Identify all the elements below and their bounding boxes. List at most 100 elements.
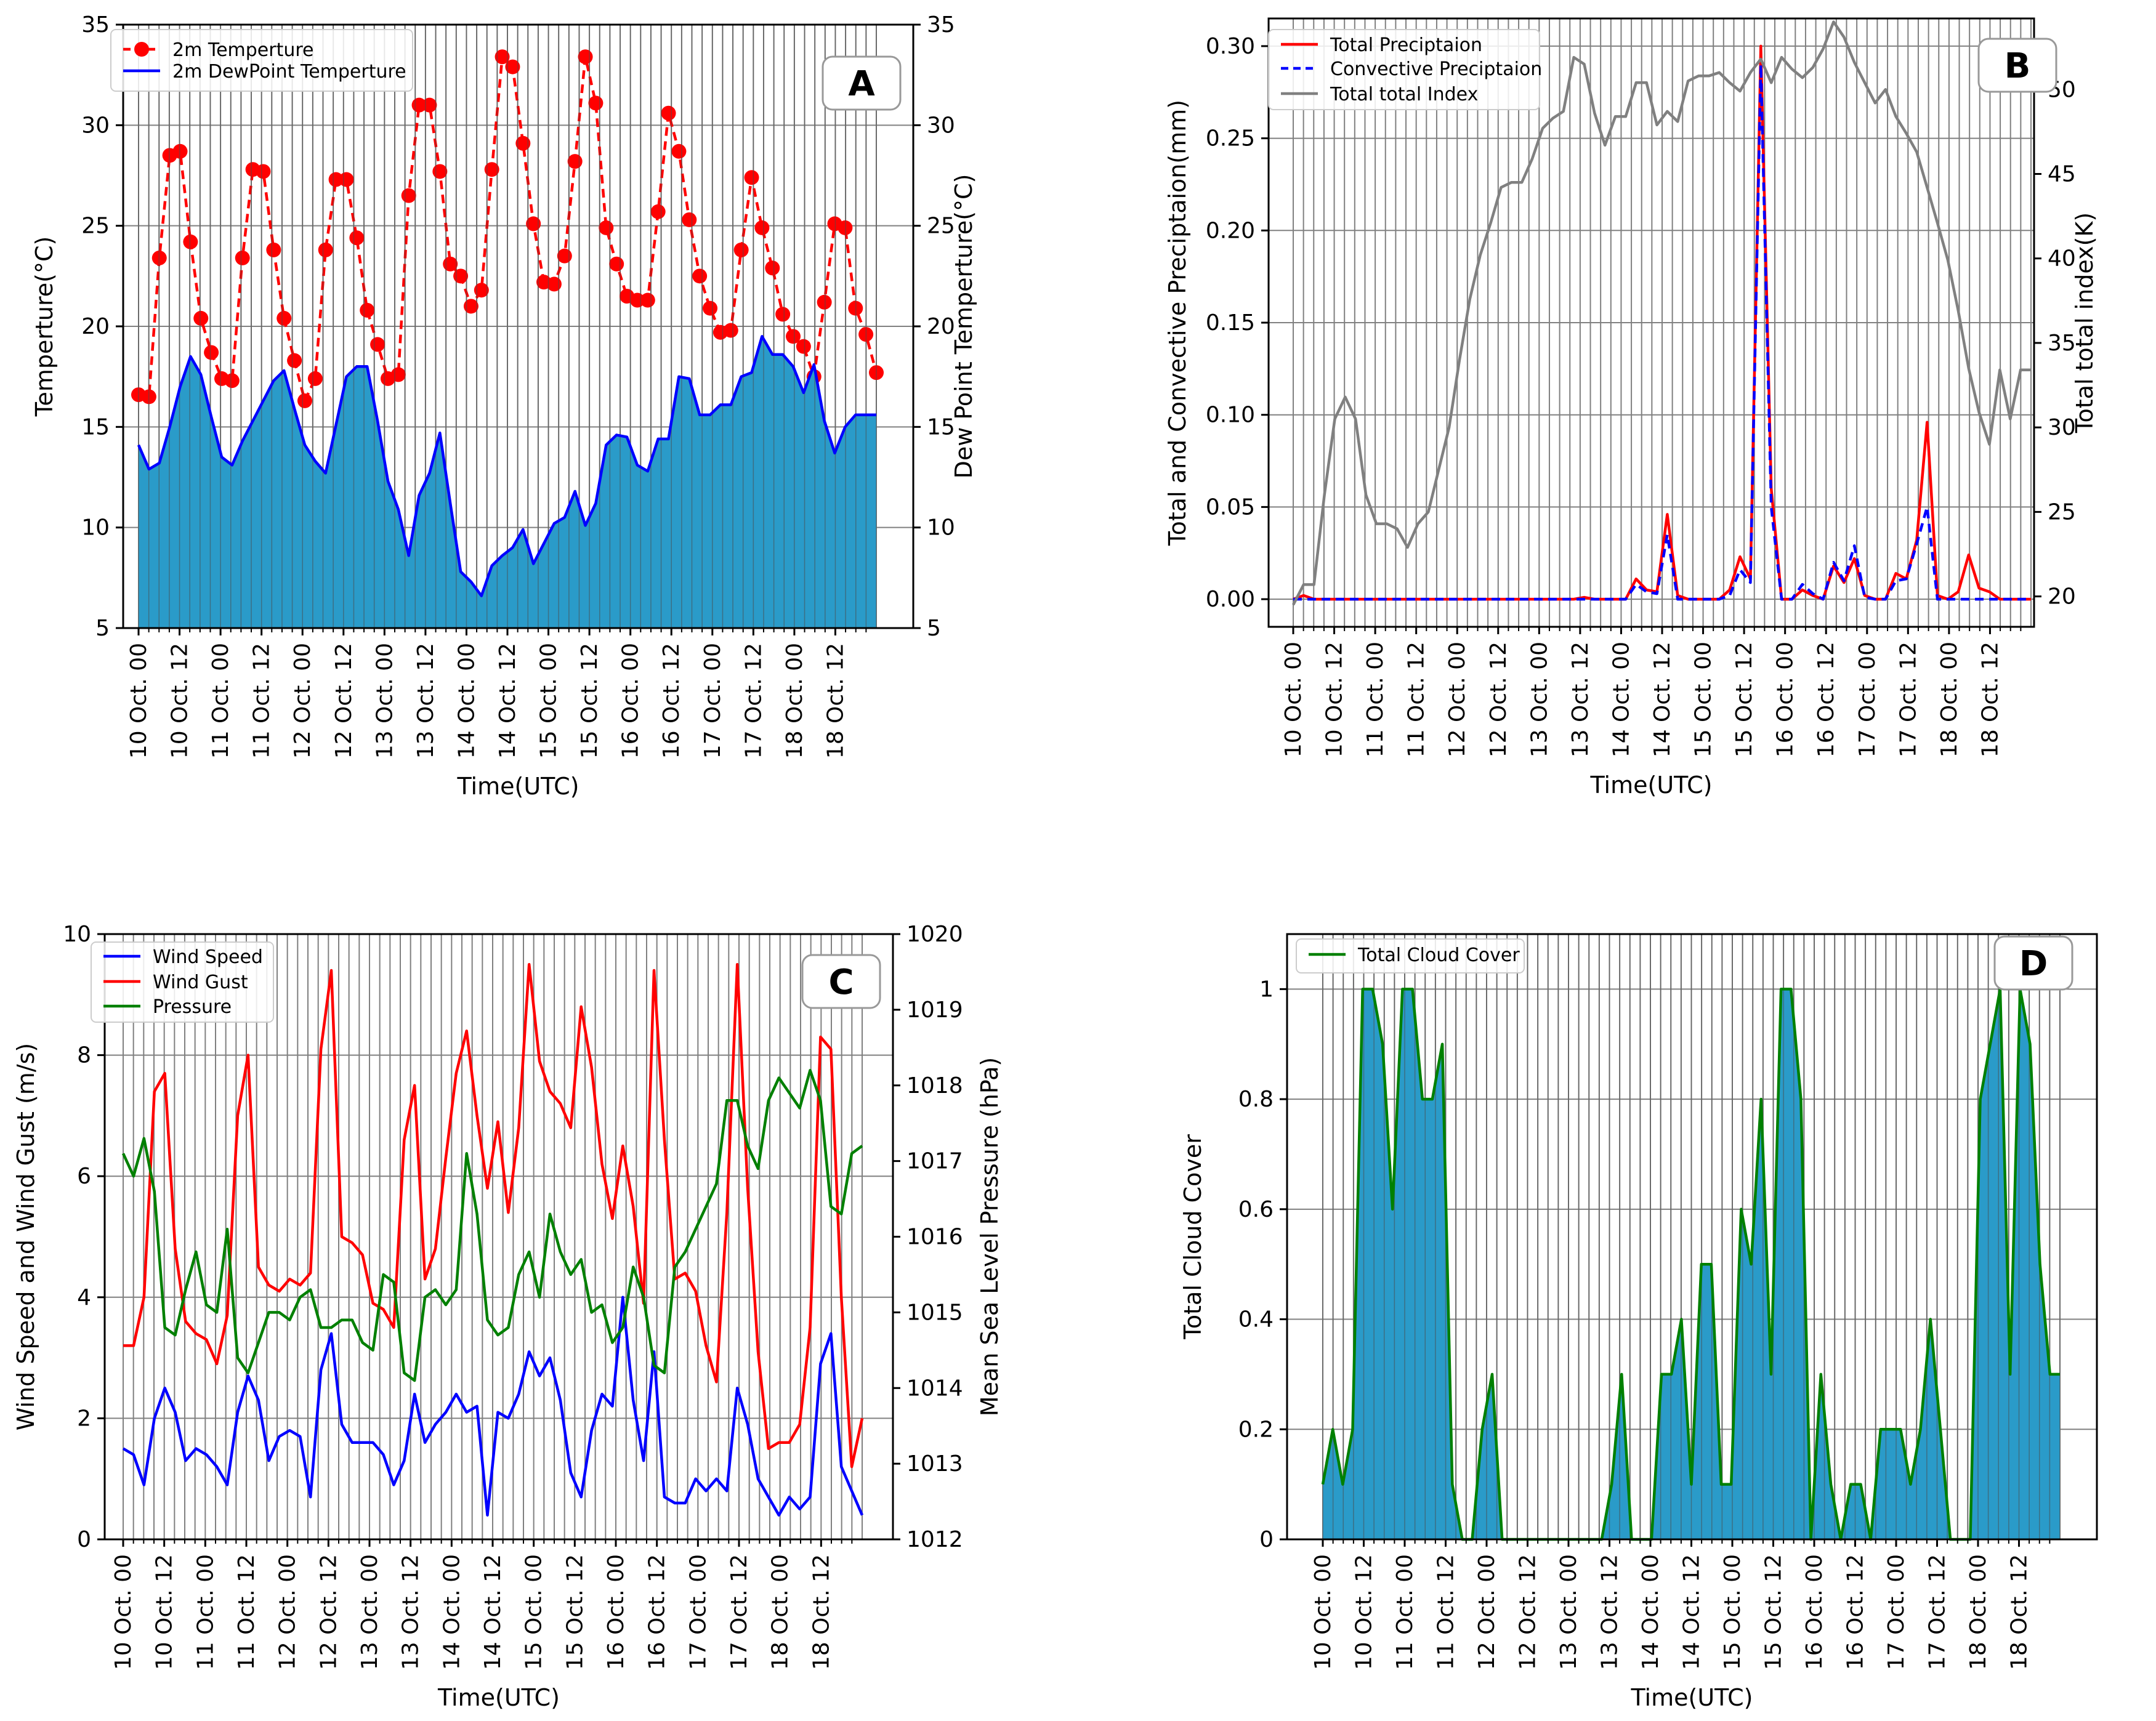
y-tick-label: 0.30 bbox=[1206, 34, 1255, 59]
data-point-marker bbox=[546, 276, 562, 292]
data-point-marker bbox=[266, 242, 281, 257]
series-line-total-total-index bbox=[1291, 20, 2031, 606]
y2-tick-label: 1020 bbox=[906, 922, 963, 947]
data-point-marker bbox=[401, 188, 416, 203]
x-tick-label: 13 Oct. 00 bbox=[1556, 1554, 1581, 1670]
y2-tick-label: 1018 bbox=[906, 1073, 963, 1098]
legend-entry: Wind Speed bbox=[153, 946, 263, 968]
badge-box bbox=[822, 55, 902, 111]
data-point-marker bbox=[567, 154, 583, 169]
legend-entry: 2m DewPoint Temperture bbox=[172, 61, 406, 83]
x-tick-label: 12 Oct. 12 bbox=[1516, 1554, 1541, 1670]
data-point-marker bbox=[495, 49, 510, 65]
y-tick-label: 4 bbox=[77, 1285, 91, 1310]
badge-label: A bbox=[848, 64, 875, 104]
y2-tick-label: 1013 bbox=[906, 1451, 963, 1477]
legend-entry: Total Cloud Cover bbox=[1357, 945, 1520, 966]
x-tick-label: 17 Oct. 12 bbox=[727, 1554, 752, 1670]
x-tick-label: 14 Oct. 00 bbox=[454, 643, 479, 759]
x-tick-label: 17 Oct. 00 bbox=[1884, 1554, 1909, 1670]
x-tick-label: 15 Oct. 12 bbox=[1761, 1554, 1787, 1670]
y-tick-label: 6 bbox=[77, 1164, 91, 1189]
y-tick-label: 35 bbox=[81, 12, 110, 38]
x-tick-label: 11 Oct. 12 bbox=[234, 1554, 259, 1670]
x-tick-label: 12 Oct. 12 bbox=[331, 643, 357, 759]
y-tick-label: 0.10 bbox=[1206, 403, 1255, 428]
data-point-marker bbox=[224, 373, 240, 389]
x-tick-label: 13 Oct. 12 bbox=[413, 643, 438, 759]
data-point-marker bbox=[277, 310, 292, 326]
panel-A: 5 10 15 20 25 30 35 5 10 15 20 25 30 35 10 Oct. 00 10 O… bbox=[31, 12, 977, 800]
data-point-marker bbox=[661, 105, 676, 121]
x-tick-label: 16 Oct. 00 bbox=[604, 1554, 629, 1670]
x-tick-label: 16 Oct. 00 bbox=[1802, 1554, 1827, 1670]
data-point-marker bbox=[443, 256, 458, 272]
data-point-marker bbox=[557, 248, 572, 264]
x-tick-label: 11 Oct. 00 bbox=[208, 643, 233, 759]
x-tick-label: 18 Oct. 12 bbox=[2007, 1554, 2032, 1670]
x-tick-label: 12 Oct. 12 bbox=[1486, 642, 1511, 757]
y-tick-label: 0 bbox=[77, 1527, 91, 1552]
x-tick-label: 18 Oct. 12 bbox=[823, 643, 848, 759]
x-tick-label: 10 Oct. 00 bbox=[126, 643, 151, 759]
x-tick-label: 11 Oct. 00 bbox=[1363, 642, 1388, 757]
data-point-marker bbox=[256, 164, 271, 179]
x-tick-label: 16 Oct. 12 bbox=[1814, 642, 1839, 757]
x-tick-label: 17 Oct. 12 bbox=[1925, 1554, 1950, 1670]
legend-entry: Total total Index bbox=[1330, 84, 1478, 105]
y2-tick-label: 35 bbox=[927, 12, 955, 38]
x-tick-label: 14 Oct. 00 bbox=[1609, 642, 1634, 757]
panel-badge: B bbox=[1977, 38, 2057, 93]
y-tick-label: 2 bbox=[77, 1406, 91, 1431]
x-tick-label: 13 Oct. 00 bbox=[1527, 642, 1552, 757]
y2-axis-label: Dew Point Temperture(°C) bbox=[950, 174, 977, 479]
y-tick-label: 0.25 bbox=[1206, 126, 1255, 151]
series-line-wind-speed bbox=[122, 1296, 864, 1517]
y-tick-label: 25 bbox=[81, 214, 110, 239]
data-point-marker bbox=[723, 323, 738, 338]
y2-tick-label: 30 bbox=[927, 113, 955, 138]
legend-entry: Wind Gust bbox=[153, 972, 248, 993]
x-tick-label: 12 Oct. 12 bbox=[316, 1554, 341, 1670]
panel-badge: D bbox=[1993, 935, 2073, 991]
y-tick-label: 0.20 bbox=[1206, 218, 1255, 243]
data-point-marker bbox=[744, 170, 759, 185]
y2-tick-label: 25 bbox=[927, 214, 955, 239]
y2-tick-label: 30 bbox=[2048, 415, 2076, 440]
legend: Wind Speed Wind Gust Pressure bbox=[91, 941, 274, 1023]
x-tick-label: 18 Oct. 12 bbox=[1977, 642, 2003, 757]
data-point-marker bbox=[235, 250, 250, 265]
x-tick-label: 17 Oct. 12 bbox=[1896, 642, 1921, 757]
x-axis-label: Time(UTC) bbox=[1590, 772, 1713, 799]
data-point-marker bbox=[775, 307, 791, 322]
data-point-marker bbox=[349, 230, 365, 246]
data-point-marker bbox=[692, 268, 708, 284]
x-tick-label: 16 Oct. 12 bbox=[645, 1554, 670, 1670]
data-point-marker bbox=[733, 242, 749, 257]
x-tick-label: 10 Oct. 12 bbox=[1322, 642, 1347, 757]
series-line-convective-preciptaion bbox=[1293, 63, 2031, 601]
data-point-marker bbox=[796, 339, 811, 354]
x-tick-label: 13 Oct. 12 bbox=[1597, 1554, 1623, 1670]
y2-tick-label: 5 bbox=[927, 616, 941, 641]
data-point-marker bbox=[599, 220, 614, 235]
badge-box bbox=[801, 954, 881, 1009]
x-tick-label: 18 Oct. 00 bbox=[782, 643, 807, 759]
legend-marker bbox=[134, 42, 149, 57]
x-tick-label: 12 Oct. 00 bbox=[290, 643, 315, 759]
x-tick-label: 16 Oct. 00 bbox=[1773, 642, 1798, 757]
data-point-marker bbox=[360, 302, 375, 318]
x-tick-label: 15 Oct. 12 bbox=[1732, 642, 1757, 757]
y2-axis-label: Total total index(K) bbox=[2071, 212, 2098, 433]
data-point-marker bbox=[640, 292, 655, 308]
x-tick-label: 14 Oct. 12 bbox=[1650, 642, 1675, 757]
data-point-marker bbox=[463, 299, 478, 314]
y-tick-label: 10 bbox=[81, 515, 110, 541]
series-line-total-preciptaion bbox=[1293, 44, 2031, 601]
y-axis-label: Total and Convective Preciptaion(mm) bbox=[1164, 100, 1191, 546]
legend-box bbox=[110, 29, 413, 92]
x-tick-label: 15 Oct. 00 bbox=[1720, 1554, 1745, 1670]
legend-entry: Pressure bbox=[153, 996, 232, 1018]
